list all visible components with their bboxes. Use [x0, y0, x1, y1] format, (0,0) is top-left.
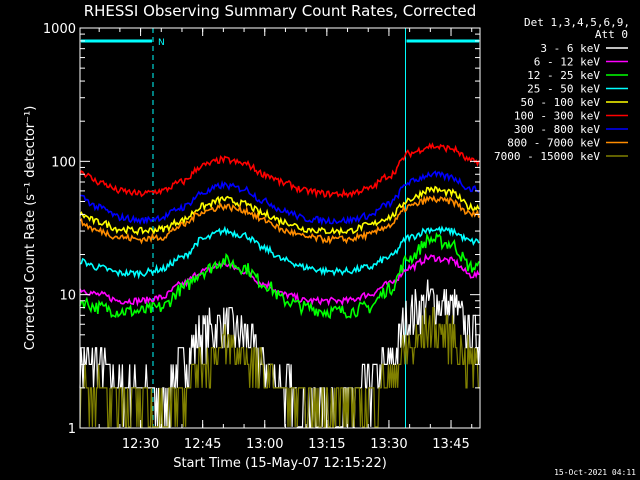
legend-label: 12 - 25 keV	[527, 69, 600, 82]
series-line	[79, 279, 480, 428]
footer-date: 15-Oct-2021 04:11	[554, 468, 636, 477]
legend-label: 3 - 6 keV	[540, 42, 600, 55]
plot-frame	[79, 27, 481, 429]
x-tick-label: 12:45	[184, 437, 221, 452]
legend-label: 7000 - 15000 keV	[494, 150, 600, 163]
series-line	[79, 194, 480, 245]
y-axis-label: Corrected Count Rate (s⁻¹ detector⁻¹)	[23, 106, 38, 351]
legend-header-line-1: Det 1,3,4,5,6,9,	[524, 16, 630, 29]
x-tick-label: 13:15	[308, 437, 345, 452]
legend-header-line-2: Att 0	[595, 28, 628, 41]
series-line	[79, 185, 480, 237]
series-line	[79, 307, 480, 428]
night-annotation: N	[158, 38, 165, 48]
series-line	[79, 225, 480, 280]
y-tick-label: 10	[59, 289, 76, 304]
axis-ticks: 12:30 12:45 13:00 13:15 13:30 13:45 1 10 100 1000	[43, 22, 480, 452]
legend-label: 50 - 100 keV	[521, 96, 601, 109]
x-tick-label: 13:00	[246, 437, 283, 452]
series-line	[79, 142, 480, 199]
legend-label: 100 - 300 keV	[514, 110, 600, 123]
series-layer	[79, 142, 480, 428]
x-tick-label: 13:45	[432, 437, 469, 452]
series-line	[79, 170, 480, 226]
series-line	[79, 232, 480, 320]
legend-label: 800 - 7000 keV	[507, 137, 600, 150]
legend-label: 6 - 12 keV	[534, 56, 601, 69]
series-line	[79, 253, 480, 307]
y-tick-label: 100	[51, 155, 76, 170]
chart-title: RHESSI Observing Summary Count Rates, Co…	[84, 2, 477, 20]
x-tick-label: 12:30	[122, 437, 159, 452]
legend-label: 300 - 800 keV	[514, 123, 600, 136]
y-tick-label: 1	[68, 422, 76, 437]
x-axis-label: Start Time (15-May-07 12:15:22)	[173, 456, 387, 471]
x-tick-label: 13:30	[370, 437, 407, 452]
legend-label: 25 - 50 keV	[527, 83, 600, 96]
y-tick-label: 1000	[43, 22, 76, 37]
